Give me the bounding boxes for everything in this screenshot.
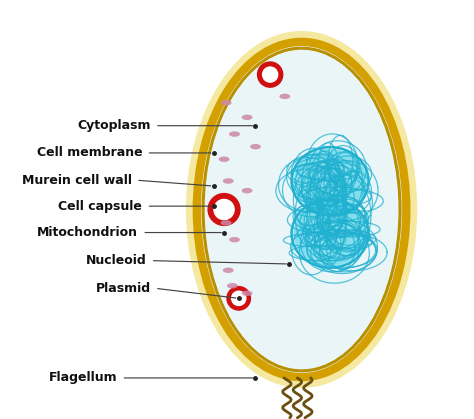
Text: Cytoplasm: Cytoplasm <box>77 119 151 132</box>
Ellipse shape <box>223 268 234 273</box>
Circle shape <box>214 199 234 220</box>
Ellipse shape <box>223 178 234 184</box>
Circle shape <box>227 287 250 310</box>
Circle shape <box>208 194 240 225</box>
Ellipse shape <box>227 283 238 288</box>
Text: Cell membrane: Cell membrane <box>36 146 142 160</box>
Circle shape <box>257 62 283 87</box>
Ellipse shape <box>205 50 398 369</box>
Ellipse shape <box>219 157 229 162</box>
Ellipse shape <box>242 188 253 193</box>
Ellipse shape <box>221 220 232 225</box>
Ellipse shape <box>293 201 367 266</box>
Text: Mitochondrion: Mitochondrion <box>37 226 138 239</box>
Circle shape <box>232 291 246 305</box>
Ellipse shape <box>229 237 240 242</box>
Ellipse shape <box>242 115 253 120</box>
Circle shape <box>263 67 278 82</box>
Ellipse shape <box>250 144 261 150</box>
Text: Plasmid: Plasmid <box>96 282 151 295</box>
Text: Nucleoid: Nucleoid <box>86 254 146 267</box>
Ellipse shape <box>279 94 290 99</box>
Ellipse shape <box>242 291 253 296</box>
Ellipse shape <box>186 31 417 388</box>
Ellipse shape <box>293 149 367 214</box>
Text: Flagellum: Flagellum <box>49 371 117 385</box>
Ellipse shape <box>229 131 240 137</box>
Text: Cell capsule: Cell capsule <box>58 199 142 213</box>
Text: Murein cell wall: Murein cell wall <box>22 173 132 187</box>
Ellipse shape <box>221 100 232 106</box>
Ellipse shape <box>197 42 406 377</box>
